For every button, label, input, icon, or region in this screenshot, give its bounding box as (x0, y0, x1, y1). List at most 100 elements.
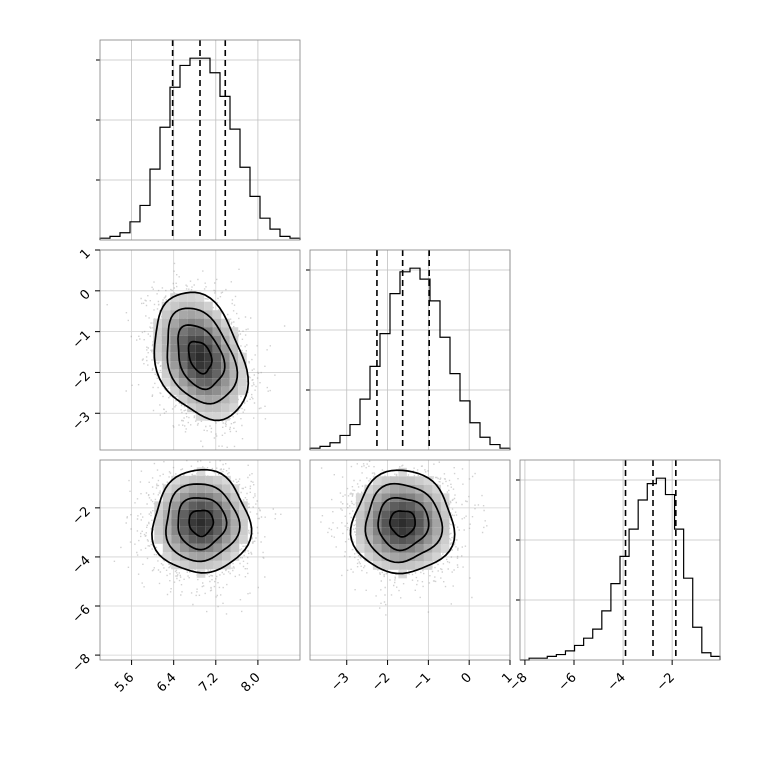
density-cell (205, 552, 214, 561)
density-cell (161, 352, 171, 362)
density-cell (355, 501, 365, 511)
density-cell (406, 518, 416, 528)
density-cell (204, 352, 213, 362)
density-cell (161, 301, 171, 311)
density-cell (230, 518, 240, 527)
density-cell (229, 395, 239, 404)
density-cell (170, 301, 179, 311)
density-cell (171, 552, 180, 561)
y-tick-label: −2 (70, 504, 94, 528)
density-cell (381, 518, 390, 528)
density-cell (221, 369, 230, 379)
density-cell (153, 352, 162, 362)
density-cell (187, 293, 196, 302)
density-cell (221, 344, 230, 353)
density-cell (161, 369, 171, 379)
density-cell (423, 476, 433, 485)
density-body (320, 460, 488, 616)
density-cell (161, 378, 171, 387)
density-cell (432, 501, 441, 511)
density-cell (162, 492, 172, 502)
density-cell (171, 526, 180, 536)
density-cell (205, 501, 214, 510)
density-cell (213, 552, 223, 561)
density-cell (205, 484, 214, 493)
density-cell (188, 560, 197, 570)
density-cell (440, 527, 450, 536)
density-cell (355, 544, 365, 553)
density-cell (221, 352, 230, 362)
y-tick-label: −2 (70, 369, 94, 393)
density-cell (239, 526, 248, 536)
density-cell (195, 327, 205, 336)
density-cell (178, 335, 188, 345)
density-cell (364, 527, 373, 536)
density-cell (204, 403, 213, 413)
density-cell (196, 492, 206, 502)
panel-frame (99, 459, 301, 661)
density-cell (221, 378, 230, 387)
density-cell (188, 492, 197, 502)
density-cell (221, 395, 230, 404)
density-cell (188, 484, 197, 493)
density-cell (161, 361, 171, 370)
density-cell (195, 369, 205, 379)
density-cell (171, 484, 180, 493)
density-cell (398, 510, 407, 519)
density-cell (204, 369, 213, 379)
density-cell (238, 361, 247, 370)
density-cell (187, 318, 196, 328)
density-cell (230, 509, 240, 519)
density-cell (154, 535, 163, 544)
density-cell (213, 560, 223, 570)
density-cell (355, 527, 365, 536)
density-cell (171, 535, 180, 544)
density-cell (229, 378, 239, 387)
density-cell (178, 361, 188, 370)
panel-frame (519, 459, 721, 661)
density-cell (179, 509, 189, 519)
density-cell (196, 467, 206, 476)
contour-line (188, 509, 215, 538)
x-tick-label: −1 (410, 670, 434, 694)
density-cell (222, 475, 231, 485)
density-cell (212, 310, 222, 319)
density-cell (204, 318, 213, 328)
density-cell (389, 476, 399, 485)
density-cell (212, 403, 222, 413)
x-tick-label: −4 (605, 670, 629, 694)
density-cell (432, 552, 441, 562)
scatter-panel-1 (99, 249, 301, 451)
density-cell (204, 378, 213, 387)
density-cell (161, 335, 171, 345)
density-cell (178, 344, 188, 353)
density-cell (179, 484, 189, 493)
density-cell (381, 552, 390, 562)
density-cell (415, 501, 424, 511)
density-cell (170, 335, 179, 345)
density-cell (196, 552, 206, 561)
density-cell (205, 535, 214, 544)
density-cell (161, 327, 171, 336)
density-cell (170, 327, 179, 336)
density-cell (187, 352, 196, 362)
histogram-steps (309, 267, 511, 450)
density-cell (196, 526, 206, 536)
histogram-panel-3 (516, 459, 721, 661)
density-cell (238, 378, 247, 387)
density-cell (372, 476, 382, 485)
density-cell (204, 386, 213, 396)
density-cell (195, 318, 205, 328)
y-tick-label: 1 (77, 246, 93, 262)
density-cell (204, 335, 213, 345)
density-cell (204, 327, 213, 336)
density-cell (162, 552, 172, 561)
density-cell (432, 484, 441, 494)
density-cell (389, 484, 399, 494)
histogram-panel-2 (306, 249, 511, 451)
density-cell (195, 386, 205, 396)
histogram-steps (520, 477, 721, 661)
density-cell (171, 492, 180, 502)
density-cell (372, 527, 382, 536)
density-cell (238, 369, 247, 379)
